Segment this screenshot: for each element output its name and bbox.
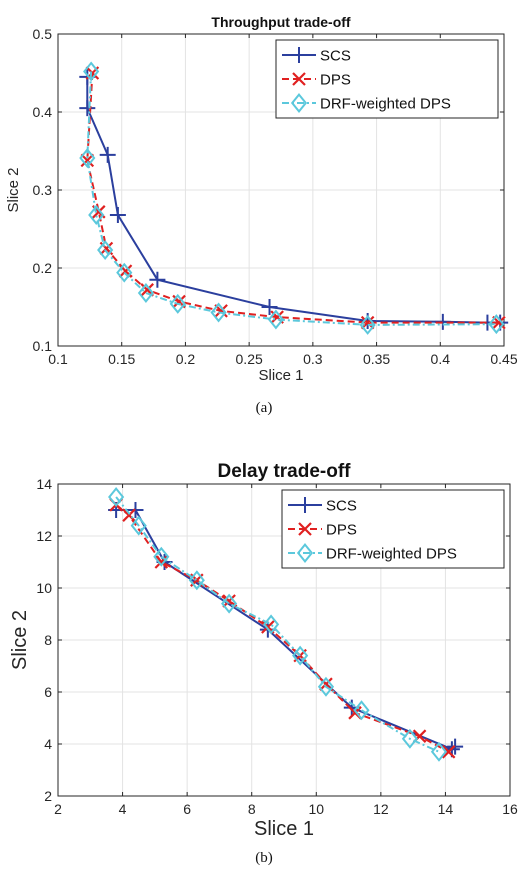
y-tick-label: 14 <box>36 476 52 492</box>
x-tick-label: 2 <box>54 801 62 817</box>
legend-marker <box>297 497 313 513</box>
data-point <box>153 546 170 567</box>
data-point <box>262 614 280 635</box>
data-point <box>359 314 376 335</box>
data-point <box>261 299 278 315</box>
delay-chart: Delay trade-off 2 4 6 8 10 12 14 16 2 4 6 8 10 12 14 Sli… <box>9 461 518 840</box>
x-tick-label: 0.3 <box>303 351 323 367</box>
x-tick-label: 0.45 <box>490 351 517 367</box>
data-point <box>169 293 186 314</box>
y-tick-label: 0.5 <box>33 26 53 42</box>
caption-a: (a) <box>255 400 273 416</box>
data-point <box>79 100 96 117</box>
chart-title: Throughput trade-off <box>211 14 351 30</box>
data-point <box>130 515 147 536</box>
x-tick-label: 12 <box>373 801 389 817</box>
legend-label: DPS <box>320 71 351 88</box>
x-tick-label: 14 <box>438 801 454 817</box>
data-point <box>353 700 370 721</box>
x-axis-label: Slice 1 <box>254 818 314 840</box>
data-point <box>149 271 166 288</box>
legend: SCS DPS DRF-weighted DPS <box>275 39 499 119</box>
series-2 <box>108 487 448 762</box>
x-tick-label: 4 <box>119 801 127 817</box>
y-tick-label: 12 <box>36 528 52 544</box>
data-point <box>79 148 96 169</box>
y-tick-label: 0.4 <box>33 104 53 120</box>
data-point <box>319 677 333 691</box>
x-tick-label: 0.25 <box>236 351 263 367</box>
y-axis-label: Slice 2 <box>9 610 31 670</box>
x-tick-label: 6 <box>183 801 191 817</box>
series-2 <box>79 61 505 335</box>
legend-box <box>281 489 505 569</box>
legend-label: DRF-weighted DPS <box>320 95 451 112</box>
series-line <box>86 76 501 324</box>
x-tick-label: 16 <box>502 801 518 817</box>
y-tick-label: 6 <box>44 684 52 700</box>
data-point <box>88 204 105 225</box>
data-point <box>210 302 227 323</box>
data-point <box>97 240 114 261</box>
axes-frame <box>57 483 511 797</box>
legend: SCS DPS DRF-weighted DPS <box>281 489 505 569</box>
data-point <box>401 728 419 749</box>
x-tick-label: 0.4 <box>431 351 451 367</box>
data-point <box>430 741 448 762</box>
data-point <box>221 593 238 614</box>
data-point <box>317 676 335 697</box>
legend-marker <box>296 543 314 563</box>
chart-title: Delay trade-off <box>217 461 351 482</box>
data-point <box>116 262 133 283</box>
data-point <box>441 745 456 759</box>
throughput-chart: Throughput trade-off 0.1 0.15 0.2 0.25 0.3 0.3… <box>5 14 518 384</box>
data-point <box>83 61 100 82</box>
legend-label: SCS <box>320 47 351 64</box>
y-tick-label: 0.2 <box>33 260 53 276</box>
data-point <box>99 146 116 163</box>
legend-marker <box>298 522 312 536</box>
data-point <box>360 315 375 330</box>
caption-b: (b) <box>255 850 273 866</box>
data-point <box>108 487 125 507</box>
series-line <box>86 71 497 326</box>
y-tick-label: 2 <box>44 788 52 804</box>
legend-label: DRF-weighted DPS <box>326 545 457 562</box>
y-tick-label: 4 <box>44 736 52 752</box>
y-axis-label: Slice 2 <box>5 167 22 212</box>
legend-label: DPS <box>326 521 357 538</box>
x-axis-label: Slice 1 <box>258 367 303 384</box>
y-tick-label: 10 <box>36 580 52 596</box>
x-tick-label: 0.15 <box>108 351 135 367</box>
data-point <box>488 314 505 335</box>
x-tick-label: 0.35 <box>363 351 390 367</box>
y-tick-label: 0.3 <box>33 182 53 198</box>
data-point <box>267 309 284 330</box>
x-tick-label: 10 <box>308 801 324 817</box>
data-point <box>292 645 309 666</box>
data-point <box>80 153 95 168</box>
legend-marker <box>291 47 307 63</box>
data-point <box>188 570 205 591</box>
data-point <box>137 282 155 303</box>
axes-frame <box>57 33 505 347</box>
data-point <box>109 206 126 223</box>
series-line <box>115 496 440 753</box>
x-tick-label: 8 <box>248 801 256 817</box>
data-point <box>122 508 136 522</box>
y-tick-label: 8 <box>44 632 52 648</box>
legend-label: SCS <box>326 497 357 514</box>
legend-box <box>275 39 499 119</box>
legend-marker <box>290 93 308 113</box>
legend-marker <box>292 72 306 86</box>
data-point <box>154 555 169 569</box>
y-tick-label: 0.1 <box>33 338 53 354</box>
x-tick-label: 0.1 <box>48 351 68 367</box>
x-tick-label: 0.2 <box>176 351 196 367</box>
